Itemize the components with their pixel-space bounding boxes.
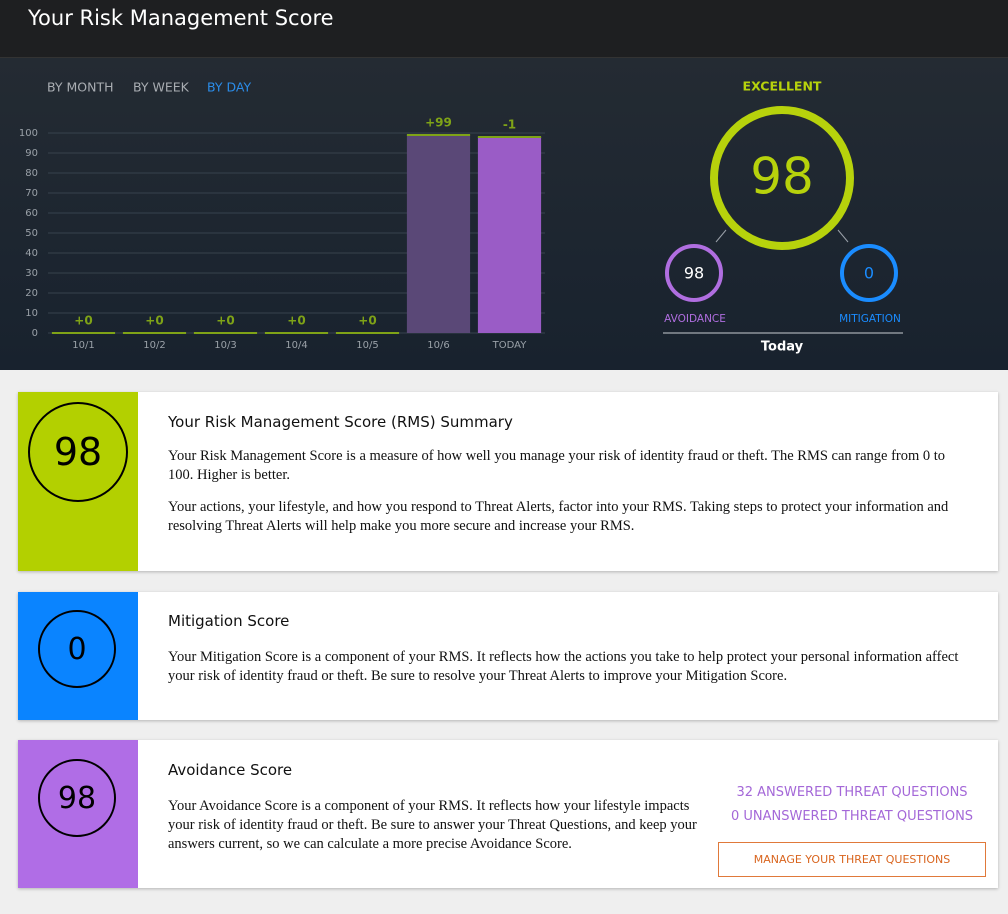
y-tick-label: 70	[25, 188, 38, 199]
delta-label: +0	[358, 314, 376, 328]
y-tick-label: 20	[25, 288, 38, 299]
bar	[477, 137, 542, 333]
y-tick-label: 40	[25, 248, 38, 259]
tab[interactable]: BY DAY	[207, 80, 251, 95]
y-tick-label: 80	[25, 168, 38, 179]
paragraph: Your Mitigation Score is a component of …	[168, 649, 959, 684]
paragraph: Your actions, your lifestyle, and how yo…	[168, 499, 949, 534]
delta-label: +0	[287, 314, 305, 328]
x-tick-label: 10/3	[214, 340, 236, 351]
y-tick-label: 50	[25, 228, 38, 239]
score-panel: BY MONTH BY WEEK BY DAY 0 10 20 30 40 50 60 70 80 90…	[0, 58, 1008, 370]
card-title: Mitigation Score	[168, 612, 290, 630]
period: Today	[761, 340, 804, 355]
x-tick-label: TODAY	[492, 340, 528, 351]
score-ring: 98	[38, 759, 116, 837]
page-title: Your Risk Management Score	[28, 6, 334, 30]
y-tick-label: 0	[32, 328, 38, 339]
mitigation-label: MITIGATION	[839, 313, 901, 325]
mitigation-ring	[840, 244, 898, 302]
card-title: Avoidance Score	[168, 761, 293, 779]
card-body: Your Risk Management Score is a measure …	[168, 447, 968, 549]
x-tick-label: 10/1	[72, 340, 94, 351]
main-score: 98	[750, 148, 814, 206]
paragraph: Your Avoidance Score is a component of y…	[168, 798, 697, 852]
delta-label: +99	[425, 116, 452, 130]
card-body: Your Avoidance Score is a component of y…	[168, 797, 703, 867]
avoidance-score: 98	[684, 264, 704, 283]
main-ring	[710, 106, 854, 250]
delta-label: +0	[145, 314, 163, 328]
avoidance-ring	[665, 244, 723, 302]
card-body: Your Mitigation Score is a component of …	[168, 648, 968, 699]
y-tick-label: 60	[25, 208, 38, 219]
avoidance-card: 98 Avoidance Score Your Avoidance Score …	[18, 740, 998, 888]
delta-label: +0	[74, 314, 92, 328]
mitigation-card: 0 Mitigation Score Your Mitigation Score…	[18, 592, 998, 720]
header: Your Risk Management Score	[0, 0, 1008, 58]
mitigation-score: 0	[864, 264, 874, 283]
chart: BY MONTH BY WEEK BY DAY 0 10 20 30 40 50 60 70 80 90…	[19, 79, 903, 355]
y-tick-label: 90	[25, 148, 38, 159]
delta-label: -1	[503, 118, 516, 132]
x-tick-label: 10/6	[427, 340, 449, 351]
connector	[837, 229, 849, 243]
x-tick-label: 10/5	[356, 340, 378, 351]
y-tick-label: 30	[25, 268, 38, 279]
manage-button[interactable]: MANAGE YOUR THREAT QUESTIONS	[718, 842, 986, 877]
rating: EXCELLENT	[743, 79, 822, 94]
paragraph: Your Risk Management Score is a measure …	[168, 448, 946, 483]
connector	[715, 229, 727, 243]
avoidance-label: AVOIDANCE	[664, 313, 726, 325]
y-tick-label: 100	[19, 128, 38, 139]
score-ring: 98	[28, 402, 128, 502]
rms-card: 98 Your Risk Management Score (RMS) Summ…	[18, 392, 998, 571]
tab[interactable]: BY MONTH	[47, 80, 114, 95]
x-tick-label: 10/2	[143, 340, 165, 351]
unanswered-count: 0 UNANSWERED THREAT QUESTIONS	[730, 809, 974, 824]
y-tick-label: 10	[25, 308, 38, 319]
bar	[406, 135, 471, 333]
card-title: Your Risk Management Score (RMS) Summary	[168, 413, 513, 431]
score-ring: 0	[38, 610, 116, 688]
delta-label: +0	[216, 314, 234, 328]
tab[interactable]: BY WEEK	[133, 80, 190, 95]
x-tick-label: 10/4	[285, 340, 307, 351]
answered-count: 32 ANSWERED THREAT QUESTIONS	[736, 785, 968, 800]
